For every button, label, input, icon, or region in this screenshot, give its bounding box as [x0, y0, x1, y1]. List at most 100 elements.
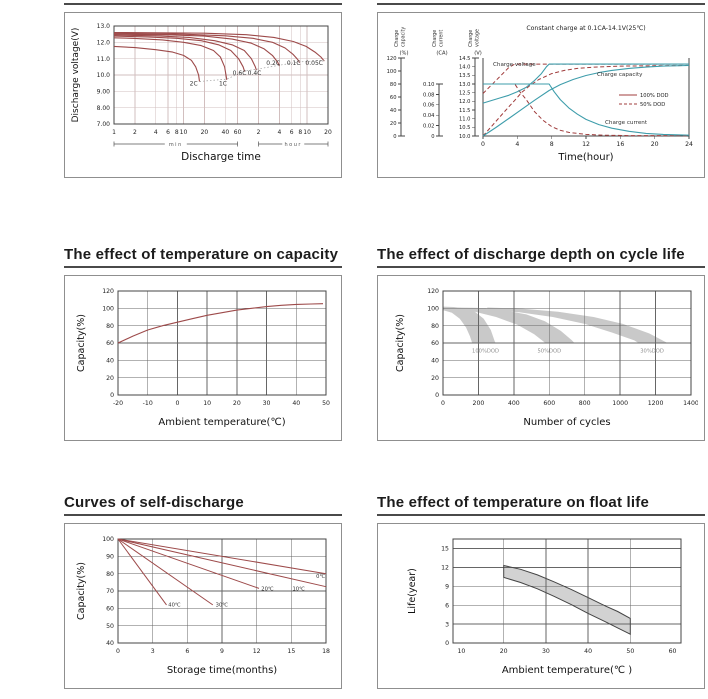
svg-text:10.0: 10.0 — [97, 72, 111, 79]
svg-text:10.5: 10.5 — [459, 125, 471, 131]
svg-text:current: current — [439, 30, 445, 47]
svg-text:0℃: 0℃ — [316, 574, 325, 580]
charging-characteristic-box: 0 4 8 12 16 20 24 0 20 40 60 80 100 120 Charge capacity… — [377, 12, 705, 178]
svg-text:20: 20 — [201, 129, 209, 136]
svg-text:7.00: 7.00 — [97, 121, 111, 128]
discharge-depth-cycle-life-chart: 0 200 400 600 800 1000 1200 1400 0 20 40 60 80 100 120… — [395, 288, 698, 428]
svg-text:0.2C: 0.2C — [266, 60, 280, 67]
svg-text:Charge: Charge — [394, 30, 400, 47]
svg-text:30℃: 30℃ — [216, 603, 229, 609]
svg-text:40: 40 — [292, 400, 300, 407]
svg-text:18: 18 — [322, 648, 330, 655]
svg-text:40: 40 — [106, 358, 114, 365]
svg-text:0: 0 — [110, 392, 114, 399]
svg-text:80: 80 — [106, 323, 114, 330]
self-discharge-box: 0 3 6 9 12 15 18 40 50 60 70 80 90 100 40℃ 30℃ 20℃ 10℃ 0℃ S… — [64, 523, 342, 689]
svg-text:200: 200 — [473, 400, 485, 407]
discharge-characteristic-title: Discharge characteristic — [64, 0, 342, 5]
svg-text:9: 9 — [445, 583, 449, 590]
section-discharge-characteristic: Discharge characteristic 124681020406024… — [64, 0, 342, 178]
svg-text:800: 800 — [579, 400, 591, 407]
svg-text:20: 20 — [324, 129, 332, 136]
svg-text:-10: -10 — [143, 400, 153, 407]
svg-text:capacity: capacity — [401, 27, 407, 47]
svg-text:50%DOD: 50%DOD — [537, 349, 561, 355]
svg-text:11.0: 11.0 — [459, 117, 471, 123]
svg-text:10.0: 10.0 — [459, 134, 471, 140]
svg-text:Number of cycles: Number of cycles — [523, 417, 610, 428]
svg-text:0: 0 — [393, 134, 396, 140]
svg-text:3: 3 — [445, 621, 449, 628]
svg-text:15: 15 — [287, 648, 295, 655]
svg-text:10: 10 — [203, 400, 211, 407]
svg-text:Ambient temperature(℃ ): Ambient temperature(℃ ) — [502, 665, 632, 676]
svg-text:8.00: 8.00 — [97, 105, 111, 112]
svg-text:100: 100 — [387, 69, 397, 75]
self-discharge-chart: 0 3 6 9 12 15 18 40 50 60 70 80 90 100 40℃ 30℃ 20℃ 10℃ 0℃ S… — [76, 536, 330, 676]
svg-text:120: 120 — [387, 56, 397, 62]
svg-text:60: 60 — [390, 95, 397, 101]
svg-text:40: 40 — [390, 108, 397, 114]
svg-text:6: 6 — [290, 129, 294, 136]
svg-text:40: 40 — [584, 648, 592, 655]
svg-text:120: 120 — [427, 288, 439, 295]
svg-text:400: 400 — [508, 400, 520, 407]
svg-text:10: 10 — [180, 129, 188, 136]
svg-text:20: 20 — [651, 141, 659, 148]
temperature-float-life-chart: 10 20 30 40 50 60 0 3 6 9 12 15 Ambient temperature(… — [407, 538, 682, 676]
svg-text:1000: 1000 — [612, 400, 628, 407]
svg-text:-20: -20 — [113, 400, 123, 407]
svg-text:voltage: voltage — [475, 29, 481, 47]
temperature-capacity-box: -20 -10 0 10 20 30 40 50 0 20 40 60 80 100 120 Ambient … — [64, 275, 342, 441]
svg-text:Charge voltage: Charge voltage — [493, 62, 536, 68]
svg-text:(V): (V) — [474, 51, 482, 57]
svg-text:Charge current: Charge current — [605, 120, 648, 126]
svg-text:60: 60 — [106, 606, 114, 613]
svg-text:100% DOD: 100% DOD — [640, 93, 669, 99]
discharge-depth-cycle-life-title: The effect of discharge depth on cycle l… — [377, 246, 705, 268]
svg-text:Capacity(%): Capacity(%) — [395, 314, 406, 372]
svg-text:8: 8 — [298, 129, 302, 136]
svg-text:6: 6 — [166, 129, 170, 136]
svg-text:2C: 2C — [190, 81, 198, 88]
svg-text:0: 0 — [441, 400, 445, 407]
svg-text:1C: 1C — [219, 81, 227, 88]
svg-text:80: 80 — [390, 82, 397, 88]
svg-text:Time(hour): Time(hour) — [557, 152, 613, 163]
svg-text:70: 70 — [106, 588, 114, 595]
svg-text:100: 100 — [427, 306, 439, 313]
svg-text:90: 90 — [106, 554, 114, 561]
svg-text:0: 0 — [435, 392, 439, 399]
svg-text:0.04: 0.04 — [423, 113, 435, 119]
svg-text:Capacity(%): Capacity(%) — [76, 562, 87, 620]
svg-text:40: 40 — [431, 358, 439, 365]
svg-text:10: 10 — [303, 129, 311, 136]
svg-text:12.0: 12.0 — [459, 99, 471, 105]
svg-text:6: 6 — [445, 602, 449, 609]
svg-text:30: 30 — [263, 400, 271, 407]
svg-text:60: 60 — [669, 648, 677, 655]
svg-text:60: 60 — [234, 129, 242, 136]
svg-text:40℃: 40℃ — [168, 603, 181, 609]
svg-text:600: 600 — [543, 400, 555, 407]
svg-text:60: 60 — [106, 340, 114, 347]
svg-text:20: 20 — [431, 375, 439, 382]
svg-text:1: 1 — [112, 129, 116, 136]
svg-text:60: 60 — [431, 340, 439, 347]
svg-text:15: 15 — [441, 546, 449, 553]
svg-text:Capacity(%): Capacity(%) — [76, 314, 87, 372]
svg-text:4: 4 — [515, 141, 519, 148]
section-temperature-float-life: The effect of temperature on float life … — [377, 494, 705, 689]
svg-text:20: 20 — [233, 400, 241, 407]
svg-text:10℃: 10℃ — [292, 586, 305, 592]
svg-text:0.06: 0.06 — [423, 103, 435, 109]
svg-text:30: 30 — [542, 648, 550, 655]
svg-text:0: 0 — [116, 648, 120, 655]
temperature-float-life-box: 10 20 30 40 50 60 0 3 6 9 12 15 Ambient temperature(… — [377, 523, 705, 689]
svg-text:12.0: 12.0 — [97, 40, 111, 47]
svg-text:Discharge voltage(V): Discharge voltage(V) — [71, 28, 81, 123]
svg-text:13.0: 13.0 — [97, 23, 111, 30]
svg-text:hour: hour — [285, 142, 302, 148]
svg-text:13.0: 13.0 — [459, 82, 471, 88]
